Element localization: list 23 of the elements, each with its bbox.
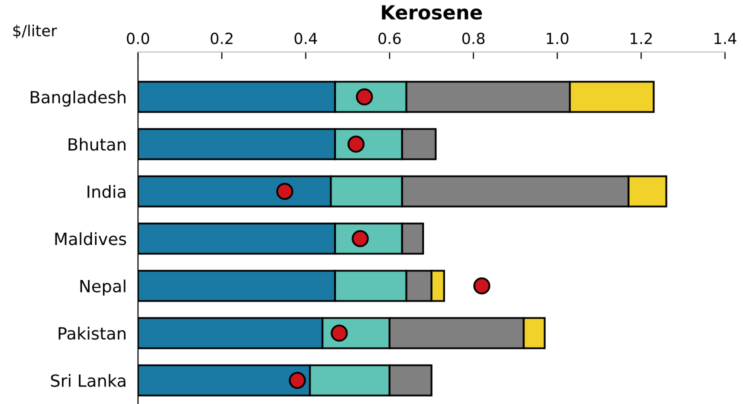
point (330, 324, 348, 342)
x-tick-label: 0.8 (462, 32, 485, 44)
point (276, 182, 294, 200)
y-tick-label: Sri Lanka (50, 374, 126, 387)
point (473, 277, 490, 294)
chart-title: Kerosene (382, 5, 482, 20)
x-tick-label: 1.2 (630, 32, 652, 44)
x-tick-label: 1.0 (546, 32, 568, 44)
y-tick-label: Bhutan (68, 138, 126, 151)
x-tick-label: 0.6 (378, 32, 401, 44)
point (348, 136, 365, 153)
x-tick-label: 0.2 (210, 32, 232, 44)
point (288, 372, 306, 389)
x-tick-label: 1.4 (714, 32, 736, 44)
x-tick-label: 0.0 (126, 32, 150, 44)
point (356, 88, 373, 106)
y-tick-label: Maldives (55, 232, 126, 246)
x-tick-label: 0.4 (294, 32, 318, 44)
y-tick-label: India (88, 185, 126, 198)
y-tick-label: Nepal (80, 280, 126, 296)
y-axis-title: $/liter (13, 24, 58, 38)
y-tick-label: Pakistan (58, 326, 126, 340)
y-tick-label: Bangladesh (30, 90, 126, 107)
